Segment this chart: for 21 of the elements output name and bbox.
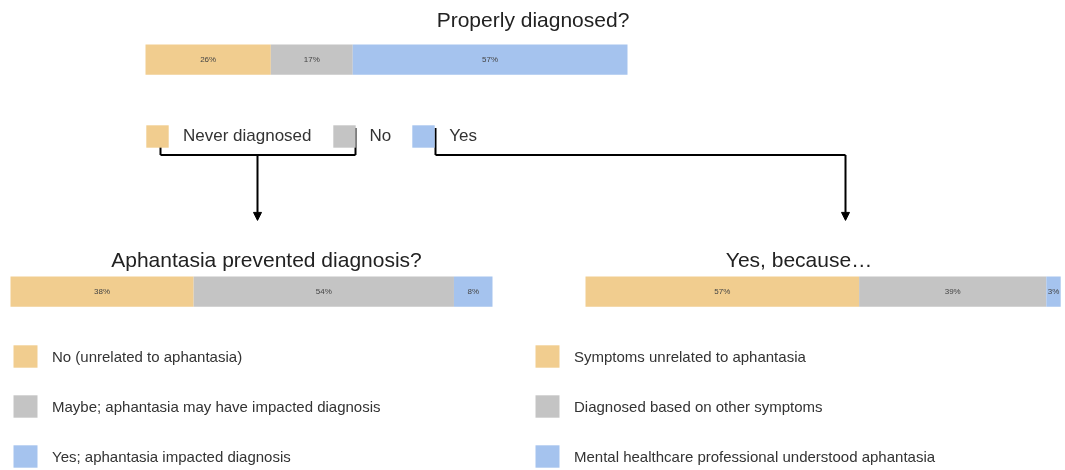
legend-label: Maybe; aphantasia may have impacted diagnosis: [52, 397, 381, 415]
data-label: 38%: [94, 287, 111, 297]
data-label: 8%: [467, 287, 479, 297]
legend-label: No (unrelated to aphantasia): [52, 347, 243, 365]
legend-label: Never diagnosed: [183, 126, 312, 146]
legend-label: No: [369, 126, 392, 146]
chart-title: Aphantasia prevented diagnosis?: [111, 247, 422, 271]
data-label: 26%: [200, 55, 217, 65]
data-label: 57%: [714, 287, 731, 297]
data-label: 39%: [944, 287, 961, 297]
data-label: 3%: [1047, 287, 1060, 297]
legend-label: Symptoms unrelated to aphantasia: [574, 347, 806, 365]
chart-title: Yes, because…: [725, 247, 873, 271]
legend-label: Diagnosed based on other symptoms: [574, 397, 823, 415]
legend-label: Mental healthcare professional understood aphantasia: [574, 447, 936, 465]
legend-label: Yes; aphantasia impacted diagnosis: [52, 447, 291, 465]
data-label: 57%: [482, 55, 499, 65]
data-label: 17%: [303, 55, 320, 65]
legend-label: Yes: [449, 126, 477, 146]
chart-title: Properly diagnosed?: [436, 7, 630, 31]
data-label: 54%: [315, 287, 332, 297]
